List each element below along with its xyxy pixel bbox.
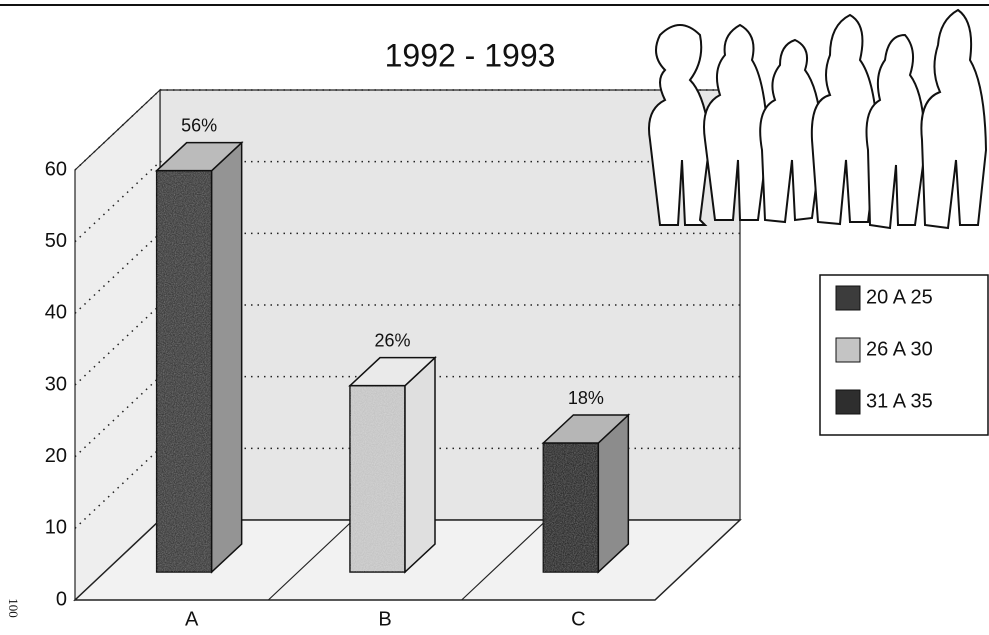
- y-tick-label: 40: [45, 302, 67, 324]
- people-silhouettes: [649, 10, 986, 228]
- y-tick-label: 30: [45, 373, 67, 395]
- bar: [157, 143, 242, 572]
- legend-swatch: [836, 390, 860, 414]
- bar-texture: [350, 386, 405, 572]
- y-tick-label: 20: [45, 445, 67, 467]
- left-wall: [75, 90, 160, 600]
- legend-swatch: [836, 338, 860, 362]
- y-tick-label: 0: [56, 588, 67, 610]
- legend-label: 26 A 30: [866, 338, 933, 360]
- page-number: 100: [6, 598, 21, 618]
- x-tick-label: A: [185, 608, 199, 630]
- y-tick-label: 50: [45, 230, 67, 252]
- data-label: 18%: [568, 388, 604, 408]
- x-tick-label: C: [571, 608, 585, 630]
- bar-texture: [157, 171, 212, 572]
- bar: [350, 358, 435, 572]
- legend-label: 31 A 35: [866, 390, 933, 412]
- data-label: 56%: [181, 115, 217, 135]
- y-tick-label: 10: [45, 517, 67, 539]
- page: 0 10 20 30 40 50 60 A B C 56% 26% 18% 1992 - 1993 20…: [0, 0, 989, 635]
- bar: [543, 415, 628, 572]
- legend: 20 A 25 26 A 30 31 A 35: [836, 286, 933, 414]
- data-label: 26%: [374, 330, 410, 350]
- legend-label: 20 A 25: [866, 286, 933, 308]
- x-tick-label: B: [378, 608, 391, 630]
- y-tick-label: 60: [45, 158, 67, 180]
- chart: 0 10 20 30 40 50 60 A B C 56% 26% 18% 1992 - 1993 20…: [0, 0, 989, 635]
- chart-title: 1992 - 1993: [385, 37, 556, 73]
- plot-area: 0 10 20 30 40 50 60 A B C 56% 26% 18%: [45, 90, 740, 630]
- legend-swatch: [836, 286, 860, 310]
- bar-texture: [543, 443, 598, 572]
- bar-side: [212, 143, 242, 572]
- bar-side: [405, 358, 435, 572]
